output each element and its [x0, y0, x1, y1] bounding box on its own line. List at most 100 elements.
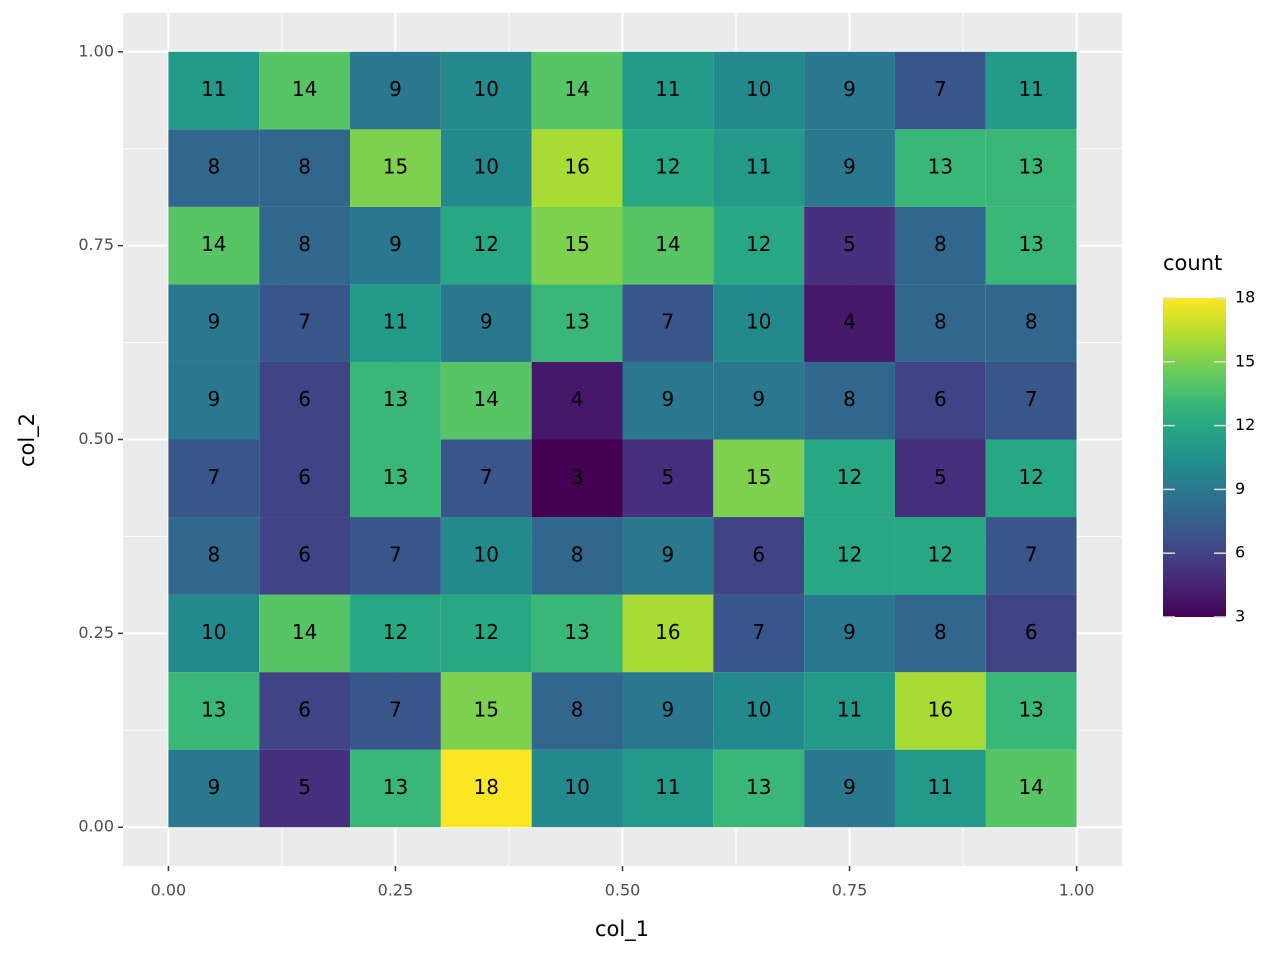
- heatmap-cell: [350, 517, 441, 595]
- heatmap-cell: [259, 361, 351, 440]
- cell-label: 11: [928, 775, 953, 799]
- cell-label: 14: [292, 77, 317, 101]
- cell-label: 12: [837, 542, 862, 566]
- cell-label: 3: [571, 465, 584, 489]
- y-tick-label: 0.00: [78, 817, 114, 836]
- cell-label: 13: [383, 775, 408, 799]
- heatmap-cell: [985, 361, 1077, 440]
- cell-label: 6: [298, 697, 311, 721]
- heatmap-cell: [440, 517, 532, 595]
- heatmap-cell: [985, 517, 1077, 595]
- heatmap-cell: [985, 749, 1077, 828]
- cell-label: 12: [474, 232, 499, 256]
- cell-label: 10: [474, 77, 499, 101]
- cell-label: 9: [207, 387, 220, 411]
- heatmap-cell: [350, 672, 441, 750]
- cell-label: 10: [201, 620, 226, 644]
- cell-label: 9: [389, 77, 402, 101]
- heatmap-cell: [350, 284, 441, 362]
- heatmap-cell: [259, 51, 351, 130]
- cell-label: 11: [201, 77, 226, 101]
- cell-label: 14: [292, 620, 317, 644]
- heatmap-cell: [804, 749, 895, 828]
- cell-label: 9: [662, 697, 675, 721]
- heatmap-cell: [985, 51, 1077, 130]
- heatmap-cell: [985, 129, 1077, 207]
- cell-label: 11: [837, 697, 862, 721]
- heatmap-cell: [713, 51, 805, 130]
- heatmap-cell: [531, 672, 623, 750]
- heatmap-cell: [350, 51, 441, 130]
- heatmap-cell: [622, 129, 714, 207]
- heatmap-cell: [350, 439, 441, 518]
- colorbar-tick-label: 3: [1235, 607, 1245, 626]
- heatmap-cell: [804, 439, 895, 518]
- cell-label: 10: [564, 775, 589, 799]
- heatmap-cell: [622, 672, 714, 750]
- cell-label: 8: [934, 620, 947, 644]
- heatmap-cell: [804, 361, 895, 440]
- cell-label: 15: [746, 465, 771, 489]
- cell-label: 8: [298, 232, 311, 256]
- heatmap-cell: [622, 51, 714, 130]
- cell-label: 8: [571, 542, 584, 566]
- heatmap-cell: [622, 594, 714, 673]
- cell-label: 16: [655, 620, 680, 644]
- cell-label: 9: [843, 620, 856, 644]
- cell-label: 9: [480, 310, 493, 334]
- heatmap-cell: [168, 517, 260, 595]
- cell-label: 6: [298, 465, 311, 489]
- heatmap-cell: [804, 284, 895, 362]
- heatmap-cell: [259, 206, 351, 285]
- heatmap-cell: [622, 517, 714, 595]
- heatmap-cell: [168, 439, 260, 518]
- cell-label: 10: [746, 310, 771, 334]
- heatmap-cell: [350, 594, 441, 673]
- cell-label: 13: [564, 620, 589, 644]
- heatmap-cell: [259, 594, 351, 673]
- cell-label: 11: [1018, 77, 1043, 101]
- y-tick-label: 0.75: [78, 235, 114, 254]
- y-axis-title: col_2: [15, 413, 40, 467]
- heatmap-cell: [350, 749, 441, 828]
- cell-label: 12: [837, 465, 862, 489]
- cell-label: 7: [207, 465, 220, 489]
- cell-label: 8: [843, 387, 856, 411]
- cell-label: 7: [389, 542, 402, 566]
- heatmap-cell: [531, 206, 623, 285]
- heatmap-cell: [350, 361, 441, 440]
- heatmap-cell: [713, 361, 805, 440]
- heatmap-cell: [168, 51, 260, 130]
- cell-label: 5: [843, 232, 856, 256]
- cell-label: 8: [1025, 310, 1038, 334]
- heatmap-cell: [894, 517, 986, 595]
- cell-label: 15: [383, 155, 408, 179]
- cell-label: 8: [207, 155, 220, 179]
- heatmap-cell: [985, 672, 1077, 750]
- cell-label: 11: [746, 155, 771, 179]
- cell-label: 6: [298, 542, 311, 566]
- heatmap-cell: [168, 206, 260, 285]
- heatmap-cell: [985, 284, 1077, 362]
- cell-label: 12: [655, 155, 680, 179]
- heatmap-cell: [985, 594, 1077, 673]
- cell-label: 7: [662, 310, 675, 334]
- cell-label: 13: [383, 465, 408, 489]
- cell-label: 7: [1025, 542, 1038, 566]
- heatmap-cell: [894, 51, 986, 130]
- cell-label: 9: [843, 775, 856, 799]
- heatmap-cell: [168, 749, 260, 828]
- heatmap-cell: [804, 129, 895, 207]
- cell-label: 13: [1018, 697, 1043, 721]
- heatmap-cell: [894, 749, 986, 828]
- heatmap-cell: [440, 672, 532, 750]
- heatmap-cell: [804, 517, 895, 595]
- heatmap-cell: [713, 672, 805, 750]
- heatmap-cell: [259, 517, 351, 595]
- cell-label: 10: [746, 697, 771, 721]
- heatmap-cell: [985, 206, 1077, 285]
- cell-label: 7: [389, 697, 402, 721]
- heatmap-cell: [350, 206, 441, 285]
- x-tick-label: 1.00: [1059, 881, 1095, 900]
- heatmap-cell: [259, 284, 351, 362]
